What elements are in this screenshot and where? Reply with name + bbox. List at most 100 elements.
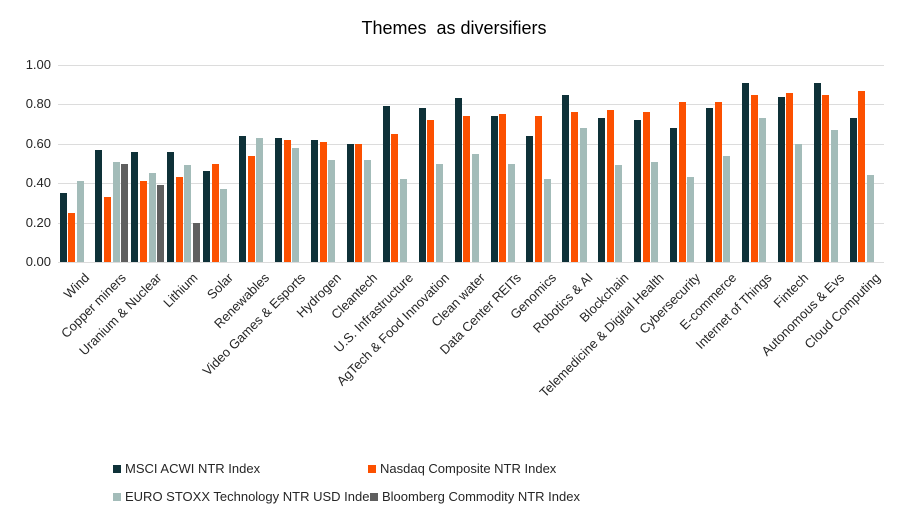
bar-u-s-infrastructure-s1	[391, 133, 399, 262]
bar-hydrogen-s0	[310, 139, 318, 262]
legend-marker-icon	[368, 464, 376, 473]
bar-e-commerce-s2	[723, 155, 731, 262]
bar-autonomous-evs-s0	[813, 82, 821, 262]
bar-e-commerce-s0	[705, 108, 713, 262]
y-axis-tick-label: 0.80	[25, 96, 51, 112]
legend-marker-icon	[113, 464, 121, 473]
bar-uranium-nuclear-s3	[157, 185, 165, 262]
bar-cleantech-s1	[355, 143, 363, 262]
bar-fintech-s1	[786, 92, 794, 262]
bar-cloud-computing-s0	[849, 118, 857, 262]
bar-agtech-food-innovation-s1	[427, 120, 435, 262]
bar-video-games-esports-s0	[275, 137, 283, 262]
bar-cleantech-s2	[364, 159, 372, 262]
legend-item: MSCI ACWI NTR Index	[113, 461, 260, 476]
bar-autonomous-evs-s2	[830, 130, 838, 262]
y-axis-tick-label: 0.00	[25, 254, 51, 269]
bar-cybersecurity-s0	[670, 128, 678, 262]
bar-agtech-food-innovation-s0	[418, 108, 426, 262]
bar-lithium-s1	[175, 177, 183, 262]
bar-copper-miners-s2	[112, 161, 120, 262]
gridline	[58, 183, 884, 185]
bar-blockchain-s1	[606, 110, 614, 262]
bar-uranium-nuclear-s1	[139, 181, 147, 262]
bar-genomics-s1	[535, 116, 543, 262]
bar-video-games-esports-s2	[292, 147, 300, 262]
bar-copper-miners-s1	[104, 196, 112, 262]
bar-clean-water-s0	[454, 98, 462, 262]
chart-title: Themes as diversifiers	[361, 18, 547, 38]
bar-cleantech-s0	[346, 143, 354, 262]
bar-hydrogen-s2	[328, 159, 336, 262]
bar-internet-of-things-s0	[741, 82, 749, 262]
bar-fintech-s0	[777, 96, 785, 262]
gridline	[58, 262, 884, 263]
bar-renewables-s2	[256, 137, 264, 262]
bar-fintech-s2	[795, 143, 803, 262]
bar-blockchain-s0	[598, 118, 606, 262]
bar-cloud-computing-s2	[866, 175, 874, 262]
bar-genomics-s2	[543, 179, 551, 262]
bar-uranium-nuclear-s0	[131, 151, 139, 262]
legend-item: Bloomberg Commodity NTR Index	[370, 489, 580, 504]
bar-wind-s2	[76, 181, 84, 262]
bar-telemedicine-digital-health-s2	[651, 161, 659, 262]
gridline	[58, 65, 884, 66]
x-axis-label: Lithium	[160, 270, 201, 311]
bar-autonomous-evs-s1	[822, 94, 830, 262]
y-axis-tick-label: 0.20	[25, 214, 51, 230]
legend-item: EURO STOXX Technology NTR USD Index	[113, 489, 376, 504]
bar-u-s-infrastructure-s0	[382, 106, 390, 262]
bar-lithium-s3	[193, 222, 201, 262]
bar-uranium-nuclear-s2	[148, 173, 156, 262]
bar-data-center-reits-s1	[499, 114, 507, 262]
bar-robotics-ai-s1	[570, 112, 578, 262]
legend-marker-icon	[113, 492, 121, 501]
legend-marker-icon	[370, 492, 378, 501]
bar-e-commerce-s1	[714, 102, 722, 262]
legend-label: Bloomberg Commodity NTR Index	[382, 489, 580, 504]
bar-solar-s1	[211, 163, 219, 262]
bar-data-center-reits-s2	[507, 163, 515, 262]
bar-wind-s1	[68, 212, 76, 262]
bar-robotics-ai-s0	[562, 94, 570, 262]
legend-label: MSCI ACWI NTR Index	[125, 461, 261, 476]
bar-telemedicine-digital-health-s1	[642, 112, 650, 262]
bar-cloud-computing-s1	[858, 90, 866, 262]
bar-agtech-food-innovation-s2	[435, 163, 443, 262]
gridline	[58, 104, 884, 106]
bar-renewables-s1	[247, 155, 255, 262]
bar-copper-miners-s0	[95, 149, 103, 262]
bar-genomics-s0	[526, 135, 534, 262]
bar-solar-s2	[220, 189, 228, 262]
y-axis-tick-label: 0.60	[25, 135, 51, 151]
legend-item: Nasdaq Composite NTR Index	[368, 461, 556, 476]
bar-cybersecurity-s1	[678, 102, 686, 262]
y-axis-tick-label: 1.00	[25, 57, 51, 72]
bar-cybersecurity-s2	[687, 177, 695, 262]
bar-video-games-esports-s1	[283, 139, 291, 262]
x-axis-label: Wind	[61, 270, 93, 302]
bar-telemedicine-digital-health-s0	[634, 120, 642, 262]
bar-blockchain-s2	[615, 165, 623, 262]
legend-label: Nasdaq Composite NTR Index	[380, 461, 557, 476]
gridline	[58, 222, 884, 224]
bar-hydrogen-s1	[319, 141, 327, 262]
bar-robotics-ai-s2	[579, 128, 587, 262]
bar-renewables-s0	[239, 135, 247, 262]
x-axis-label: Solar	[204, 270, 237, 303]
legend-label: EURO STOXX Technology NTR USD Index	[125, 489, 376, 504]
bar-clean-water-s1	[463, 116, 471, 262]
bar-copper-miners-s3	[121, 163, 129, 262]
bar-solar-s0	[203, 171, 211, 262]
bar-internet-of-things-s2	[759, 118, 767, 262]
bar-lithium-s0	[167, 151, 175, 262]
bar-lithium-s2	[184, 165, 192, 262]
bar-clean-water-s2	[471, 153, 479, 262]
bar-internet-of-things-s1	[750, 94, 758, 262]
bar-data-center-reits-s0	[490, 116, 498, 262]
bar-u-s-infrastructure-s2	[399, 179, 407, 262]
gridline	[58, 143, 884, 145]
y-axis-tick-label: 0.40	[25, 175, 51, 191]
